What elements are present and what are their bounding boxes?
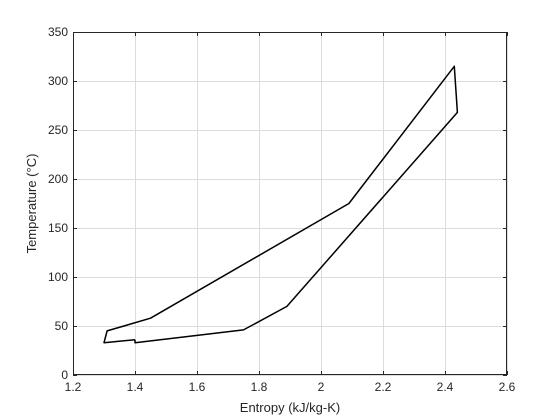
tick-marks <box>73 32 508 376</box>
x-tick-label: 1.8 <box>251 380 268 394</box>
series-layer <box>103 65 459 344</box>
x-axis-label: Entropy (kJ/kg-K) <box>240 400 340 415</box>
axes-frame <box>73 32 507 375</box>
x-tick-label: 1.6 <box>189 380 206 394</box>
x-tick-label: 1.2 <box>65 380 82 394</box>
y-tick-label: 250 <box>48 123 68 137</box>
y-tick-labels: 0 50 100 150 200 250 300 350 <box>48 25 68 382</box>
y-axis-label: Temperature (°C) <box>24 154 39 254</box>
cycle-series-line <box>103 65 459 344</box>
x-tick-labels: 1.2 1.4 1.6 1.8 2 2.2 2.4 2.6 <box>65 380 516 394</box>
y-tick-label: 100 <box>48 270 68 284</box>
y-tick-label: 0 <box>61 368 68 382</box>
y-tick-label: 350 <box>48 25 68 39</box>
y-tick-label: 150 <box>48 221 68 235</box>
y-tick-label: 200 <box>48 172 68 186</box>
x-tick-label: 2.6 <box>499 380 516 394</box>
y-tick-label: 300 <box>48 74 68 88</box>
y-tick-label: 50 <box>55 319 69 333</box>
x-tick-label: 2 <box>318 380 325 394</box>
x-tick-label: 2.4 <box>437 380 454 394</box>
x-tick-label: 1.4 <box>127 380 144 394</box>
x-tick-label: 2.2 <box>375 380 392 394</box>
plot-area <box>73 32 507 375</box>
